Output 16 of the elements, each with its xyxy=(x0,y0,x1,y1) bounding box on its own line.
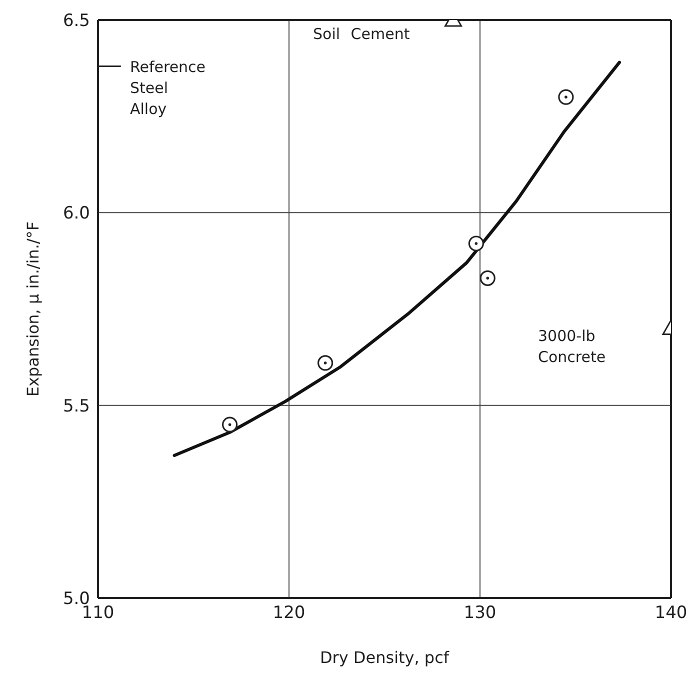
x-axis-title: Dry Density, pcf xyxy=(320,648,450,667)
point xyxy=(480,270,496,286)
point xyxy=(317,355,334,371)
x-tick-label: 120 xyxy=(272,603,306,624)
x-tick-label: 130 xyxy=(464,603,496,624)
point xyxy=(558,89,574,105)
annotation: 3000-lb Concrete xyxy=(538,326,607,368)
annotation: Soil Cement xyxy=(313,24,411,45)
point xyxy=(222,416,238,432)
ref-line-label: Reference Steel Alloy xyxy=(130,58,206,118)
y-tick-label: 5.5 xyxy=(62,396,90,416)
x-tick-label: 140 xyxy=(654,603,688,624)
y-tick-label: 6.5 xyxy=(62,11,90,32)
point xyxy=(468,236,484,252)
y-tick-label: 6.0 xyxy=(62,204,90,224)
y-axis-title: Expansion, μ in./in./°F xyxy=(24,221,43,397)
